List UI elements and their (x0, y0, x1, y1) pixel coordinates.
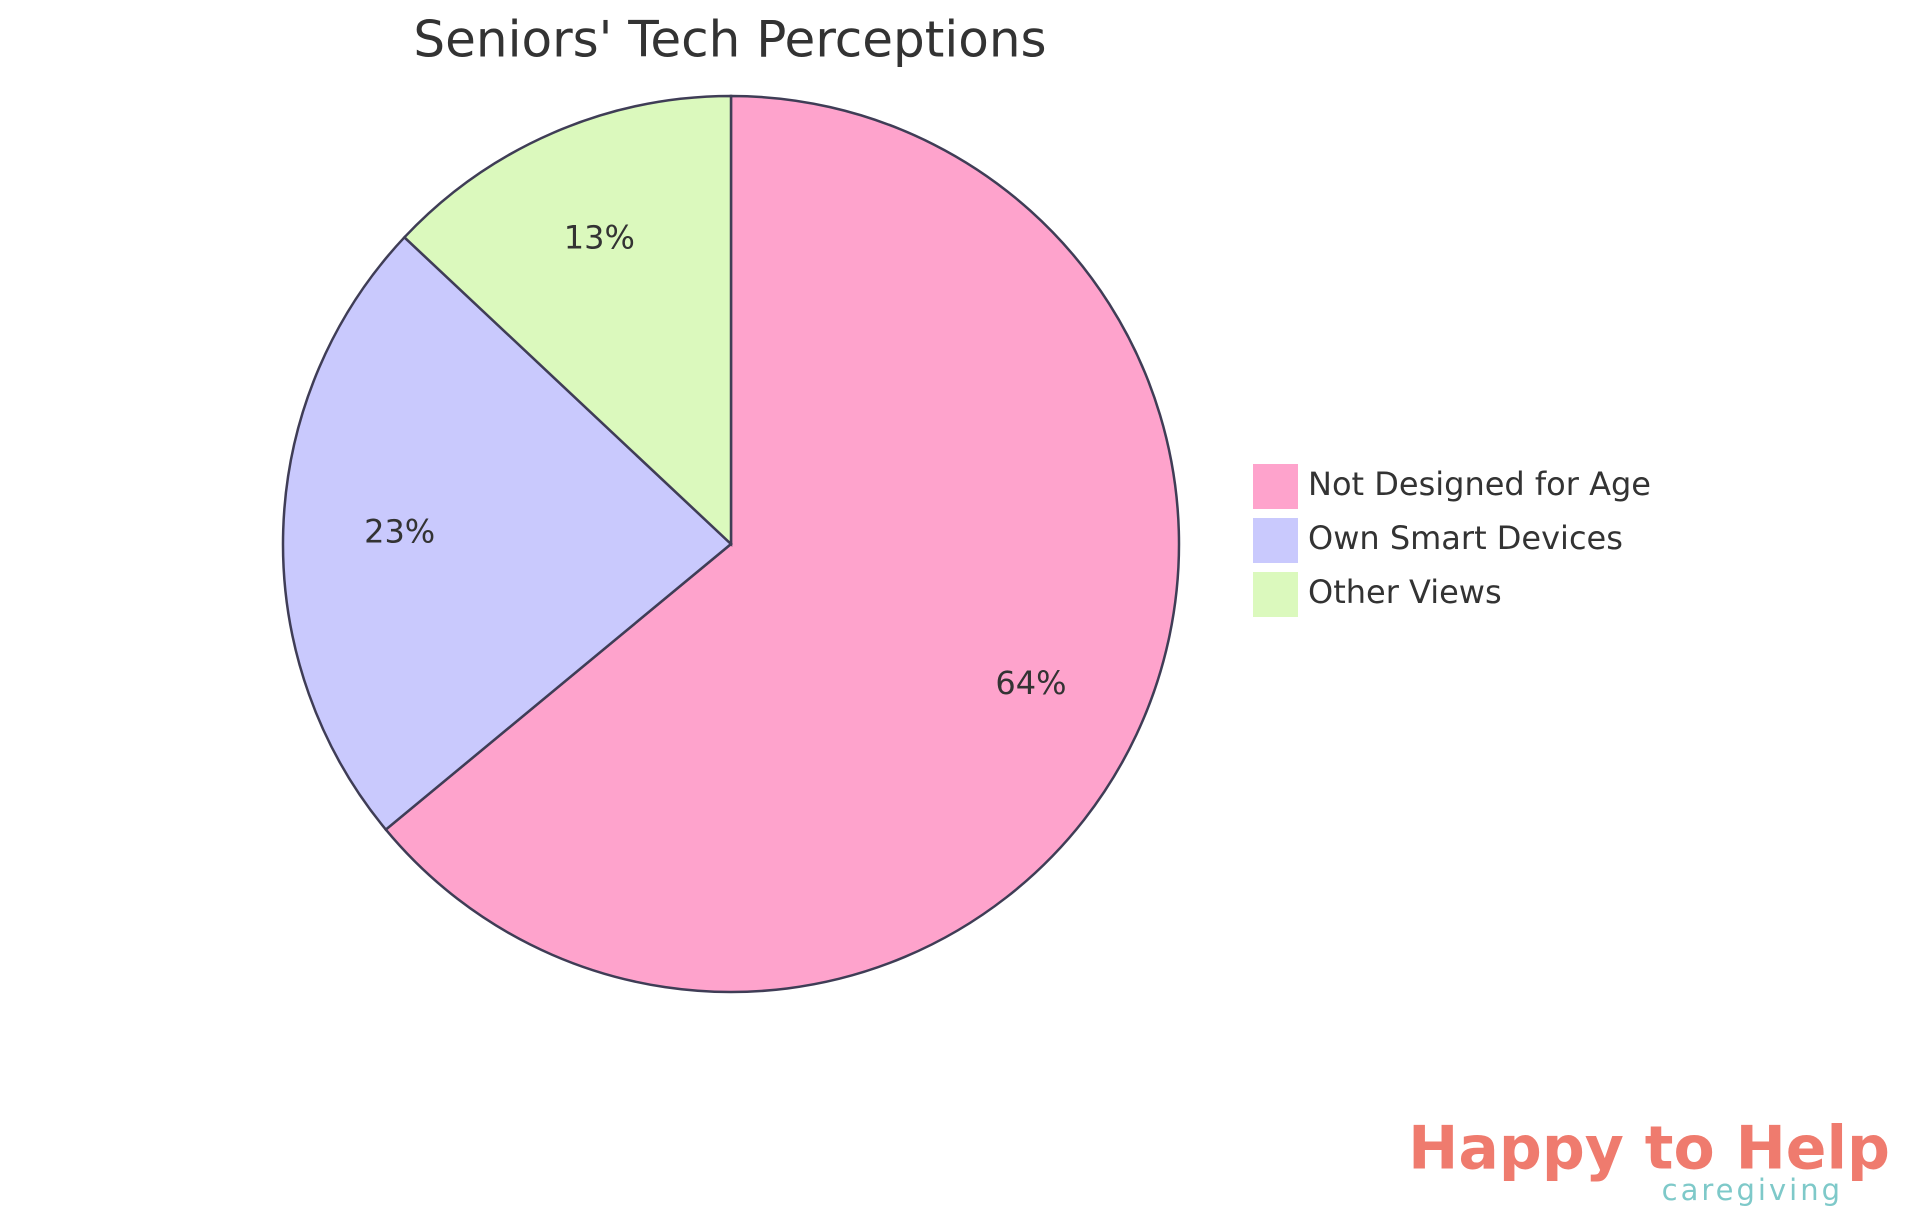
legend-swatch (1253, 572, 1298, 617)
legend-label: Other Views (1308, 573, 1502, 611)
logo-name: Happy to Help (1408, 1114, 1890, 1184)
pie-slice (281, 235, 733, 832)
legend-label: Not Designed for Age (1308, 465, 1651, 503)
data-label: 64% (995, 664, 1066, 702)
chart-title: Seniors' Tech Perceptions (413, 11, 1046, 69)
data-label: 23% (364, 513, 435, 551)
logo-tagline: caregiving (1662, 1173, 1843, 1207)
legend-swatch (1253, 464, 1298, 509)
data-label: 13% (564, 219, 635, 257)
pie-slice (384, 94, 1181, 994)
legend-label: Own Smart Devices (1308, 519, 1623, 557)
legend-swatch (1253, 518, 1298, 563)
pie-slice (402, 94, 733, 547)
